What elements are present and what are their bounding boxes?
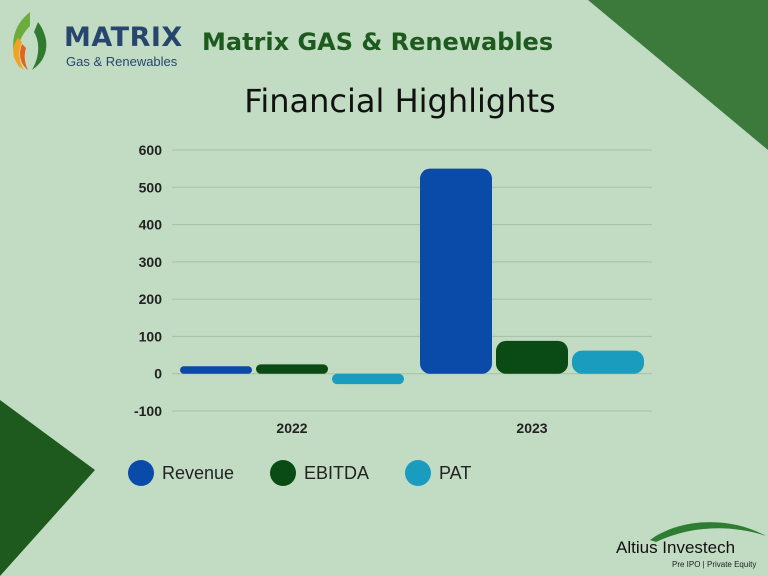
legend-label-revenue: Revenue bbox=[162, 462, 235, 483]
chart-title: Financial Highlights bbox=[244, 82, 556, 120]
legend-swatch-pat bbox=[405, 460, 431, 486]
bar-pat-2022 bbox=[332, 373, 404, 385]
legend-swatch-ebitda bbox=[270, 460, 296, 486]
flame-leaf-icon bbox=[13, 12, 47, 70]
logo-subtitle: Gas & Renewables bbox=[66, 54, 178, 69]
legend-swatch-revenue bbox=[128, 460, 154, 486]
y-tick-label: 100 bbox=[139, 328, 163, 344]
company-title: Matrix GAS & Renewables bbox=[202, 28, 554, 56]
corner-decoration-bottom-left bbox=[0, 400, 95, 576]
legend-item-pat: PAT bbox=[405, 460, 471, 486]
legend-label-pat: PAT bbox=[439, 462, 472, 483]
y-tick-label: 500 bbox=[139, 179, 163, 195]
bar-ebitda-2022 bbox=[256, 364, 328, 374]
company-logo: MATRIX Gas & Renewables bbox=[6, 8, 196, 74]
bar-ebitda-2023 bbox=[496, 340, 568, 374]
legend-item-revenue: Revenue bbox=[128, 460, 234, 486]
y-tick-label: 300 bbox=[139, 254, 163, 270]
x-tick-label: 2022 bbox=[276, 420, 307, 436]
x-tick-label: 2023 bbox=[516, 420, 547, 436]
y-tick-label: 0 bbox=[154, 366, 162, 382]
bar-revenue-2023 bbox=[420, 168, 492, 374]
swoosh-icon bbox=[650, 522, 766, 542]
corner-decoration-top-right bbox=[588, 0, 768, 150]
legend-item-ebitda: EBITDA bbox=[270, 460, 369, 486]
legend-label-ebitda: EBITDA bbox=[304, 462, 370, 483]
brand-tagline: Pre IPO | Private Equity bbox=[672, 560, 757, 569]
logo-name: MATRIX bbox=[64, 22, 183, 53]
bar-revenue-2022 bbox=[180, 366, 252, 374]
y-tick-label: 400 bbox=[139, 217, 163, 233]
y-tick-label: -100 bbox=[134, 403, 162, 419]
y-tick-label: 200 bbox=[139, 291, 163, 307]
bar-pat-2023 bbox=[572, 350, 644, 374]
brand-footer: Altius Investech Pre IPO | Private Equit… bbox=[610, 518, 768, 576]
brand-name: Altius Investech bbox=[616, 538, 736, 557]
y-tick-label: 600 bbox=[139, 142, 163, 158]
